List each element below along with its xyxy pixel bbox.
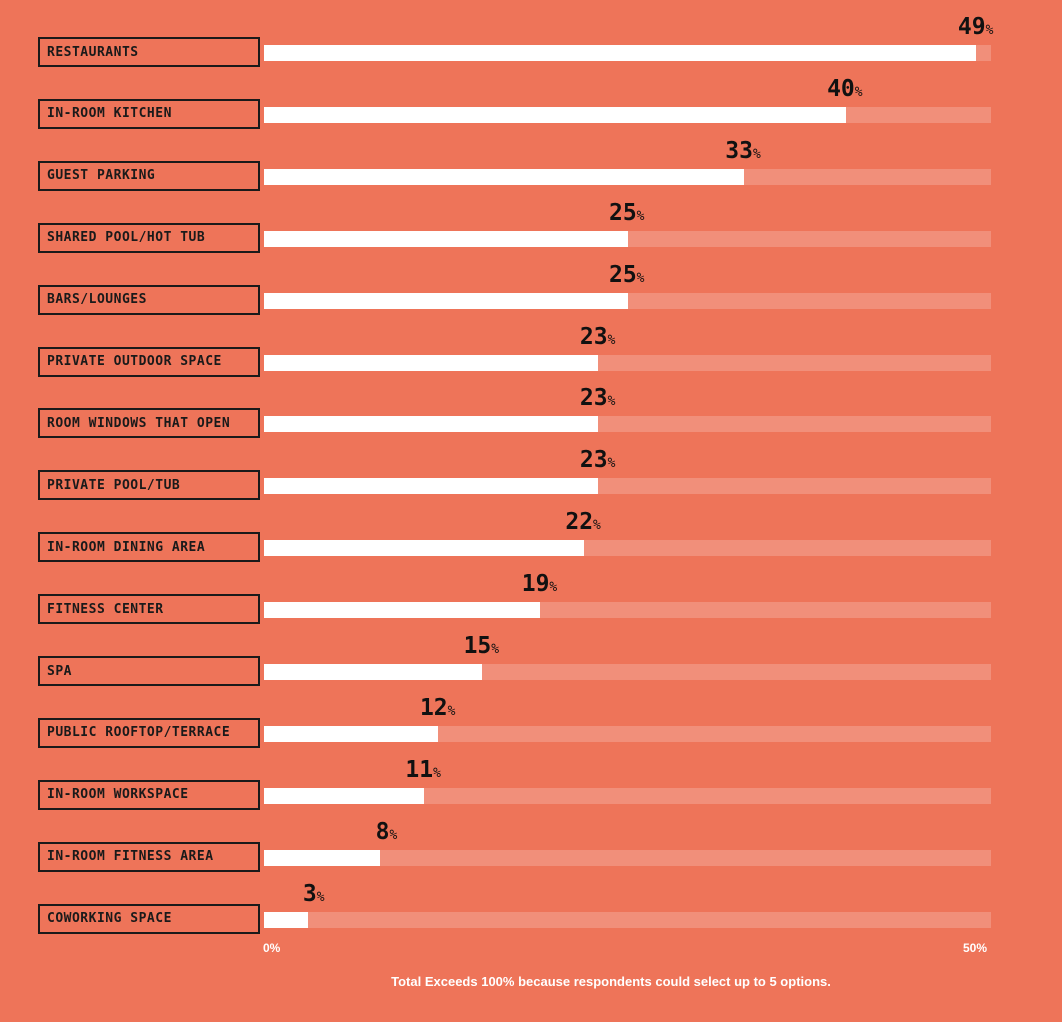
bar-track <box>264 787 991 804</box>
bar <box>264 45 977 61</box>
bar-row: SPA 15% <box>0 619 1062 686</box>
bar-track <box>264 911 991 928</box>
category-label: FITNESS CENTER <box>38 594 260 625</box>
data-label: 40% <box>827 76 863 102</box>
data-label-suffix: % <box>607 332 616 348</box>
data-label: 23% <box>580 385 616 411</box>
category-label: PUBLIC ROOFTOP/TERRACE <box>38 717 260 748</box>
data-label: 25% <box>609 262 645 288</box>
bar <box>264 416 599 433</box>
data-label-suffix: % <box>636 270 645 286</box>
footnote: Total Exceeds 100% because respondents c… <box>391 974 831 989</box>
data-label-value: 25 <box>608 199 637 226</box>
data-label: 15% <box>464 633 500 659</box>
category-label: IN-ROOM FITNESS AREA <box>38 841 260 872</box>
bar <box>264 106 846 123</box>
category-label: ROOM WINDOWS THAT OPEN <box>38 408 260 439</box>
data-label-suffix: % <box>433 765 441 781</box>
data-label-suffix: % <box>607 456 616 472</box>
bar-row: BARS/LOUNGES 25% <box>0 248 1062 315</box>
data-label-value: 33 <box>725 137 753 164</box>
bar-row: SHARED POOL/HOT TUB 25% <box>0 186 1062 253</box>
data-label-value: 23 <box>579 323 608 350</box>
category-label: PRIVATE POOL/TUB <box>38 470 260 501</box>
bar-row: GUEST PARKING 33% <box>0 124 1062 191</box>
category-label: PRIVATE OUTDOOR SPACE <box>38 346 260 377</box>
bar <box>264 664 483 680</box>
bar <box>264 478 599 495</box>
data-label-value: 25 <box>608 261 637 288</box>
data-label-suffix: % <box>752 146 761 162</box>
category-label: RESTAURANTS <box>38 37 260 67</box>
data-label-suffix: % <box>447 703 456 719</box>
data-label-value: 40 <box>827 75 855 102</box>
data-label: 23% <box>580 447 616 473</box>
bar-row: PRIVATE OUTDOOR SPACE 23% <box>0 310 1062 377</box>
bar <box>264 602 541 619</box>
data-label: 3% <box>303 881 325 907</box>
category-label: GUEST PARKING <box>38 160 260 191</box>
bar <box>264 292 628 309</box>
category-label: IN-ROOM DINING AREA <box>38 532 260 563</box>
category-label: IN-ROOM WORKSPACE <box>38 779 260 810</box>
bar-row: IN-ROOM KITCHEN 40% <box>0 62 1062 129</box>
data-label: 11% <box>405 757 441 783</box>
data-label: 33% <box>725 138 761 164</box>
data-label-value: 23 <box>579 385 608 412</box>
data-label-value: 49 <box>957 14 986 40</box>
data-label-suffix: % <box>607 394 616 410</box>
data-label-suffix: % <box>316 889 325 905</box>
bar-track <box>264 849 991 866</box>
data-label: 25% <box>609 200 645 226</box>
category-label: SHARED POOL/HOT TUB <box>38 222 260 253</box>
bar-row: COWORKING SPACE 3% <box>0 867 1062 934</box>
bar <box>264 540 584 557</box>
bar-row: IN-ROOM FITNESS AREA 8% <box>0 805 1062 872</box>
data-label-value: 8 <box>375 818 390 845</box>
bar <box>264 725 439 742</box>
data-label: 19% <box>522 571 558 597</box>
data-label-suffix: % <box>636 208 645 224</box>
bar <box>264 911 308 928</box>
bar-row: IN-ROOM DINING AREA 22% <box>0 495 1062 563</box>
bar <box>264 230 628 247</box>
data-label-value: 12 <box>419 694 448 721</box>
data-label-suffix: % <box>491 642 500 657</box>
data-label-suffix: % <box>854 84 863 100</box>
category-label: IN-ROOM KITCHEN <box>38 98 260 129</box>
bar <box>264 787 424 804</box>
data-label-value: 23 <box>579 447 608 474</box>
bar <box>264 168 744 185</box>
data-label-suffix: % <box>593 518 601 534</box>
data-label: 8% <box>376 819 398 845</box>
x-tick-label-50: 50% <box>963 941 988 955</box>
bar <box>264 849 381 866</box>
bar-track <box>264 725 991 742</box>
x-tick-label-0: 0% <box>263 941 281 955</box>
data-label-suffix: % <box>985 23 994 38</box>
bar <box>264 354 599 371</box>
category-label: COWORKING SPACE <box>38 903 260 934</box>
bar-row: RESTAURANTS 49% <box>0 0 1062 67</box>
data-label: 22% <box>565 509 601 535</box>
data-label-value: 22 <box>565 509 594 536</box>
data-label-value: 3 <box>302 880 317 907</box>
data-label-value: 15 <box>463 633 492 659</box>
data-label: 49% <box>958 14 994 40</box>
data-label-value: 11 <box>405 756 434 783</box>
data-label-suffix: % <box>389 827 398 843</box>
category-label: BARS/LOUNGES <box>38 284 260 315</box>
bar-row: PUBLIC ROOFTOP/TERRACE 12% <box>0 681 1062 748</box>
data-label: 12% <box>420 695 456 721</box>
bar-row: IN-ROOM WORKSPACE 11% <box>0 743 1062 810</box>
bar-row: PRIVATE POOL/TUB 23% <box>0 433 1062 501</box>
bar-row: ROOM WINDOWS THAT OPEN 23% <box>0 371 1062 439</box>
data-label-suffix: % <box>549 580 558 596</box>
category-label: SPA <box>38 656 260 686</box>
data-label-value: 19 <box>521 571 550 598</box>
bar-row: FITNESS CENTER 19% <box>0 557 1062 625</box>
data-label: 23% <box>580 324 616 350</box>
